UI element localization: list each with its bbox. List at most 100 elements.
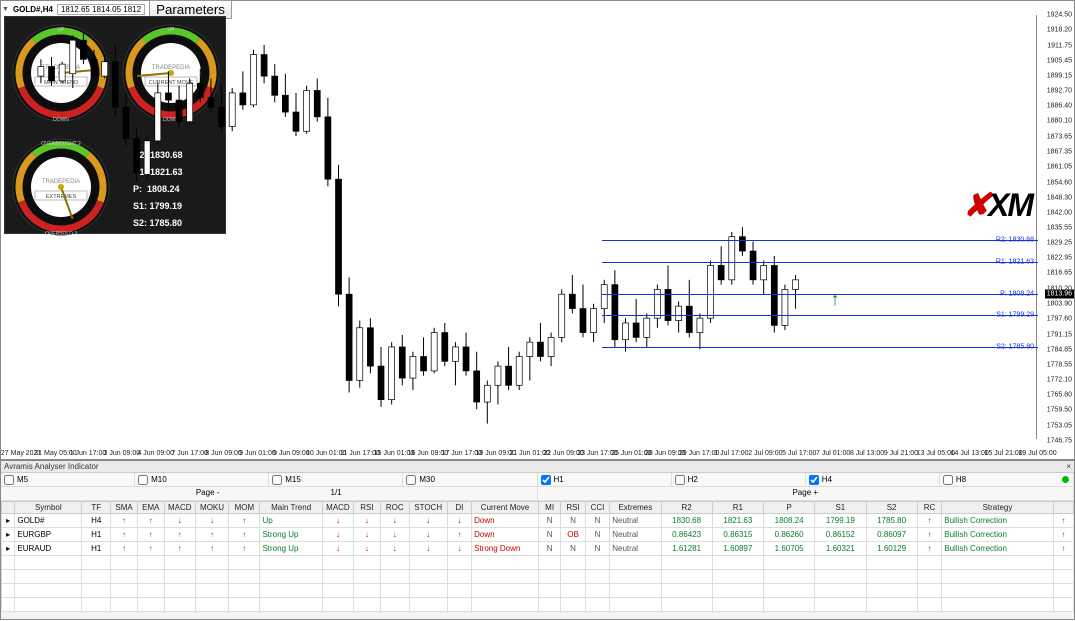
bid-price: 1812.65 [61,5,90,14]
y-tick-label: 1905.45 [1047,57,1072,64]
table-row-empty [2,570,1074,584]
row-action-icon[interactable]: ↑ [1053,514,1073,528]
timeframe-checkbox[interactable] [675,475,685,485]
table-header[interactable] [2,502,15,514]
pivot-line [602,315,1038,316]
table-header[interactable]: SMA [111,502,138,514]
timeframe-cell-m30[interactable]: M30 [403,473,537,486]
y-tick-label: 1892.70 [1047,88,1072,95]
y-tick-label: 1810.20 [1047,285,1072,292]
table-header[interactable]: ROC [380,502,409,514]
table-header[interactable]: S1 [815,502,866,514]
close-icon[interactable]: × [1066,462,1071,471]
table-header[interactable]: MOM [229,502,260,514]
y-tick-label: 1778.55 [1047,361,1072,368]
timeframe-cell-m5[interactable]: M5 [1,473,135,486]
page-row: Page - 1/1 Page + [1,487,1074,501]
table-header[interactable]: EMA [137,502,164,514]
timeframe-checkbox[interactable] [406,475,416,485]
table-header[interactable]: MACD [164,502,195,514]
pivot-line [602,347,1038,348]
timeframe-label: M10 [151,475,167,484]
timeframe-label: M30 [419,475,435,484]
y-tick-label: 1867.35 [1047,148,1072,155]
table-header[interactable]: Extremes [610,502,661,514]
table-header[interactable]: TF [82,502,111,514]
chart-symbol-label: GOLD#,H4 [13,5,53,14]
row-action-icon[interactable]: ↑ [1053,542,1073,556]
timeframe-cell-h8[interactable]: H8 [940,473,1074,486]
x-tick-label: 15 Jul 21:00 [985,450,1023,457]
row-toggle-icon[interactable]: ▸ [2,514,15,528]
row-toggle-icon[interactable]: ▸ [2,528,15,542]
table-header[interactable]: CCI [585,502,610,514]
timeframe-label: H1 [554,475,564,484]
main-trend-cell: Up [260,514,322,528]
table-row[interactable]: ▸ EURGBP H1 ↑↑↑↑↑ Strong Up ↓↓↓↓↑ Down N… [2,528,1074,542]
y-tick-label: 1803.90 [1047,301,1072,308]
y-tick-label: 1848.30 [1047,194,1072,201]
strategy-cell: Bullish Correction [942,528,1053,542]
timeframe-cell-h2[interactable]: H2 [672,473,806,486]
y-tick-label: 1797.60 [1047,316,1072,323]
table-header[interactable] [1053,502,1073,514]
table-header[interactable]: MI [538,502,560,514]
table-row[interactable]: ▸ GOLD# H4 ↑↑↓↓↑ Up ↓↓↓↓↓ Down N N N Neu… [2,514,1074,528]
table-header[interactable]: S2 [866,502,917,514]
analyzer-table: SymbolTFSMAEMAMACDMOKUMOMMain TrendMACDR… [1,501,1074,612]
tf-cell: H1 [82,542,111,556]
table-header[interactable]: Symbol [15,502,82,514]
table-header[interactable]: Current Move [472,502,539,514]
x-tick-label: 3 Jun 09:00 [104,450,141,457]
analyzer-title: Avramis Analyser Indicator [4,462,99,471]
table-row[interactable]: ▸ EURAUD H1 ↑↑↑↑↑ Strong Up ↓↓↓↓↓ Strong… [2,542,1074,556]
timeframe-checkbox[interactable] [272,475,282,485]
timeframe-checkbox[interactable] [138,475,148,485]
analyzer-title-bar: Avramis Analyser Indicator × [1,461,1074,473]
table-header[interactable]: RC [917,502,942,514]
chart-window: ▼ GOLD#,H4 1812.65 1814.05 1812 Paramete… [0,0,1075,460]
table-header[interactable]: STOCH [409,502,447,514]
table-header[interactable]: R1 [712,502,763,514]
table-row-empty [2,584,1074,598]
table-header[interactable]: Main Trend [260,502,322,514]
tf-cell: H4 [82,514,111,528]
timeframe-checkbox[interactable] [541,475,551,485]
timeframe-cell-m10[interactable]: M10 [135,473,269,486]
dropdown-icon[interactable]: ▼ [2,6,9,13]
timeframe-label: M15 [285,475,301,484]
row-toggle-icon[interactable]: ▸ [2,542,15,556]
table-header[interactable]: DI [447,502,472,514]
y-tick-label: 1816.65 [1047,270,1072,277]
timeframe-checkbox[interactable] [809,475,819,485]
table-header[interactable]: Strategy [942,502,1053,514]
x-tick-label: 9 Jun 09:00 [273,450,310,457]
strategy-cell: Bullish Correction [942,514,1053,528]
timeframe-checkbox[interactable] [4,475,14,485]
table-header[interactable]: RSI [354,502,381,514]
x-tick-label: 14 Jul 13:00 [951,450,989,457]
chart-plot-area[interactable] [1,15,1036,439]
timeframe-label: H2 [688,475,698,484]
x-tick-label: 1 Jul 17:00 [714,450,748,457]
table-header[interactable]: R2 [661,502,712,514]
table-header[interactable]: RSI [561,502,586,514]
timeframe-cell-m15[interactable]: M15 [269,473,403,486]
table-header[interactable]: MACD [322,502,353,514]
timeframe-checkbox[interactable] [943,475,953,485]
y-tick-label: 1791.15 [1047,331,1072,338]
table-header[interactable]: MOKU [195,502,228,514]
pivot-line-label: R2: 1830.68 [996,236,1034,243]
page-plus-button[interactable]: Page + [538,487,1075,500]
page-minus-button[interactable]: Page - 1/1 [1,487,538,500]
main-trend-cell: Strong Up [260,528,322,542]
timeframe-cell-h4[interactable]: H4 [806,473,940,486]
analyzer-panel: Avramis Analyser Indicator × M5 M10 M15 M30… [0,460,1075,620]
x-tick-label: 4 Jun 09:00 [137,450,174,457]
table-header[interactable]: P [764,502,815,514]
pivot-line-label: S1: 1799.29 [996,312,1034,319]
timeframe-cell-h1[interactable]: H1 [538,473,672,486]
y-tick-label: 1759.50 [1047,407,1072,414]
y-tick-label: 1842.00 [1047,209,1072,216]
row-action-icon[interactable]: ↑ [1053,528,1073,542]
